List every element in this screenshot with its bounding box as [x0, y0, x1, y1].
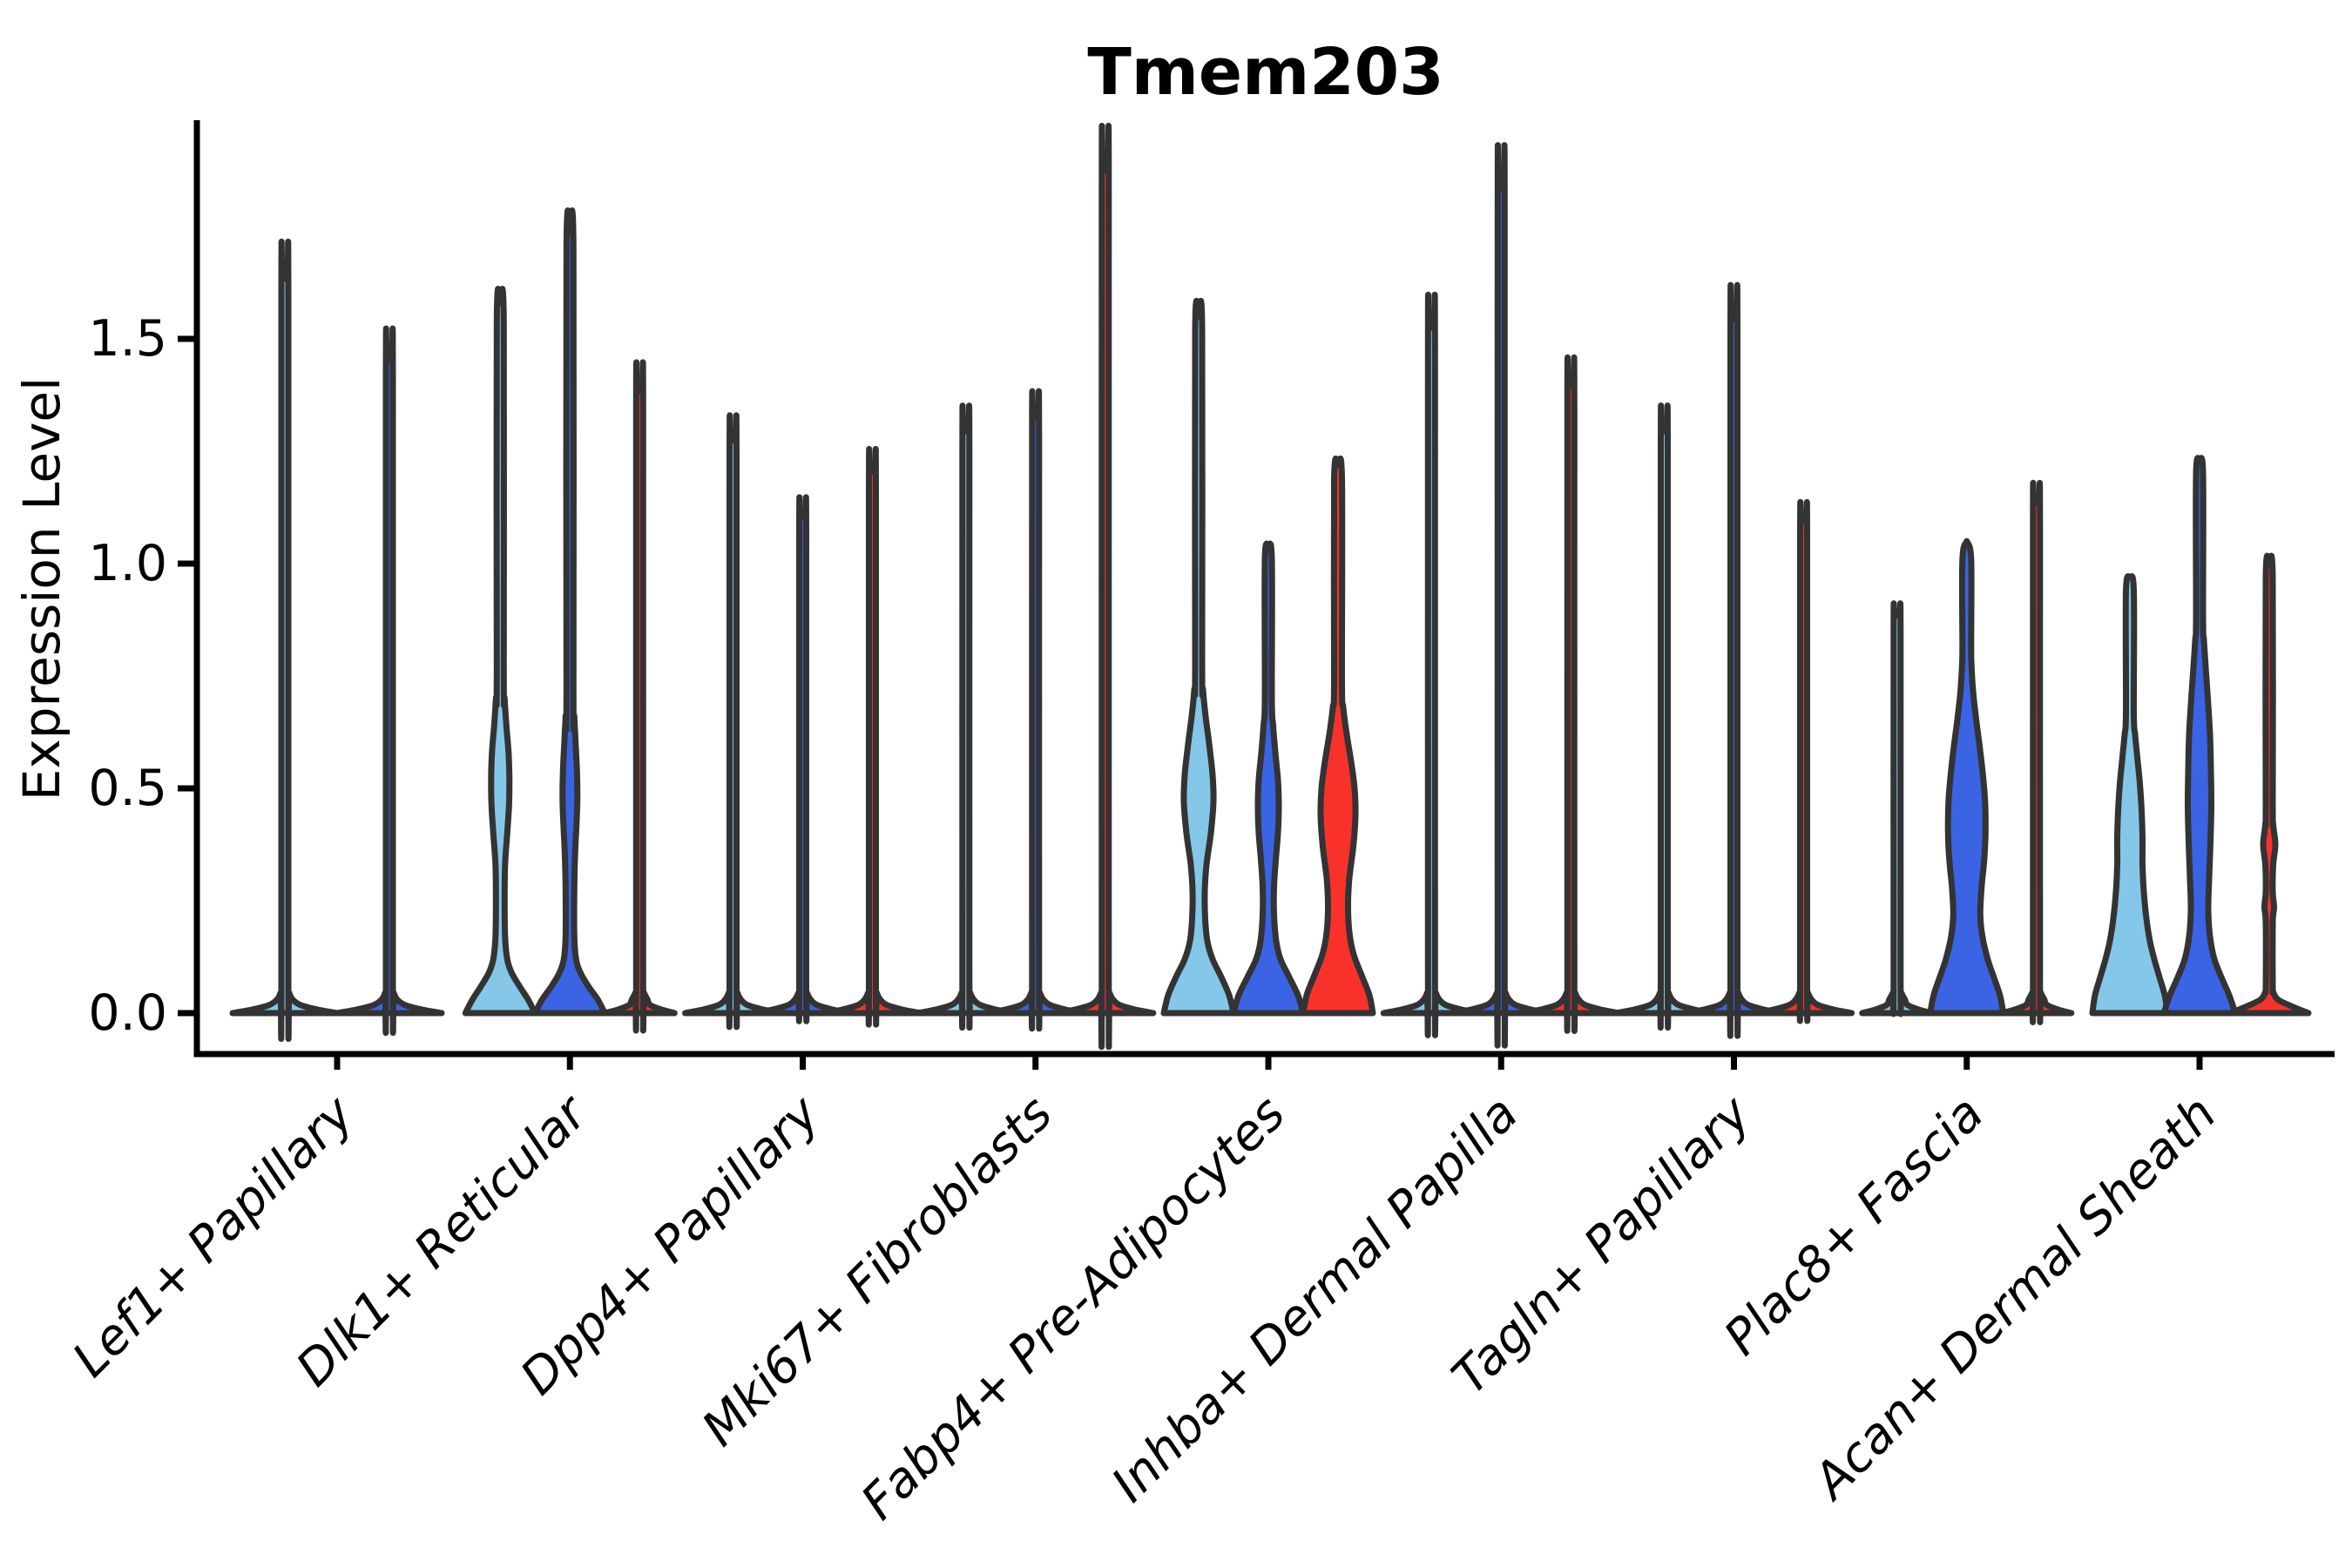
- violin-group: [229, 239, 445, 1043]
- violin-red: [1300, 455, 1376, 1017]
- violin-group: [1859, 480, 2075, 1025]
- violin-lightblue: [682, 412, 784, 1031]
- violin-group: [1380, 142, 1622, 1049]
- violin-group: [682, 412, 923, 1031]
- violin-red: [1753, 498, 1855, 1024]
- y-axis-label: Expression Level: [12, 377, 71, 801]
- x-tick-label: Fabp4+ Pre-Adipocytes: [851, 1085, 1296, 1531]
- x-tick-label: Acan+ Dermal Sheath: [1801, 1085, 2227, 1511]
- y-tick-label: 0.0: [88, 984, 167, 1042]
- violin-blue: [531, 207, 608, 1017]
- violin-red: [1519, 354, 1622, 1034]
- violin-lightblue: [2089, 573, 2171, 1017]
- violin-red: [1998, 480, 2075, 1025]
- violin-lightblue: [229, 239, 341, 1043]
- violin-group: [1160, 298, 1376, 1017]
- violin-blue: [1230, 540, 1307, 1017]
- y-tick-label: 0.5: [88, 760, 167, 817]
- violin-group: [462, 207, 678, 1034]
- violins-layer: [229, 123, 2312, 1051]
- violin-group: [1613, 281, 1855, 1039]
- y-tick-label: 1.5: [88, 310, 167, 368]
- violin-group: [2089, 455, 2312, 1017]
- violin-lightblue: [915, 402, 1017, 1031]
- violin-red: [2227, 552, 2312, 1017]
- violin-red: [821, 446, 923, 1028]
- violin-blue: [752, 494, 854, 1024]
- y-tick-label: 1.0: [88, 535, 167, 592]
- violin-lightblue: [462, 286, 538, 1017]
- violin-lightblue: [1859, 600, 1936, 1017]
- violin-blue: [984, 388, 1087, 1032]
- x-tick-label: Inhba+ Dermal Papilla: [1101, 1085, 1529, 1513]
- violin-red: [601, 359, 678, 1034]
- violin-blue: [2160, 455, 2239, 1017]
- violin-blue: [334, 325, 445, 1036]
- violin-lightblue: [1160, 298, 1237, 1017]
- violin-blue: [1683, 281, 1785, 1039]
- violin-group: [915, 123, 1157, 1051]
- violin-red: [1054, 123, 1157, 1051]
- plot-title: Tmem203: [1087, 35, 1443, 110]
- violin-blue: [1927, 537, 2007, 1017]
- violin-lightblue: [1613, 402, 1715, 1031]
- violin-lightblue: [1380, 291, 1483, 1038]
- violin-blue: [1450, 142, 1552, 1049]
